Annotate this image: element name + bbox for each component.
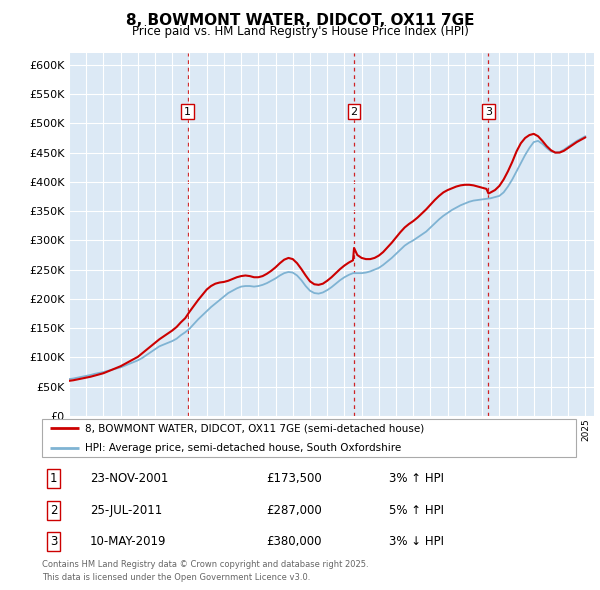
Text: 8, BOWMONT WATER, DIDCOT, OX11 7GE: 8, BOWMONT WATER, DIDCOT, OX11 7GE [126, 13, 474, 28]
Text: 23-NOV-2001: 23-NOV-2001 [90, 472, 169, 486]
Text: 2: 2 [350, 107, 358, 117]
Text: 3% ↓ HPI: 3% ↓ HPI [389, 535, 444, 548]
Text: HPI: Average price, semi-detached house, South Oxfordshire: HPI: Average price, semi-detached house,… [85, 442, 401, 453]
Text: 2: 2 [50, 503, 58, 517]
Text: 5% ↑ HPI: 5% ↑ HPI [389, 503, 444, 517]
Text: 10-MAY-2019: 10-MAY-2019 [90, 535, 167, 548]
Text: £173,500: £173,500 [266, 472, 322, 486]
Text: This data is licensed under the Open Government Licence v3.0.: This data is licensed under the Open Gov… [42, 573, 310, 582]
Text: 25-JUL-2011: 25-JUL-2011 [90, 503, 163, 517]
Text: £287,000: £287,000 [266, 503, 322, 517]
Text: Contains HM Land Registry data © Crown copyright and database right 2025.: Contains HM Land Registry data © Crown c… [42, 560, 368, 569]
Text: 3: 3 [50, 535, 58, 548]
Text: 1: 1 [184, 107, 191, 117]
Text: Price paid vs. HM Land Registry's House Price Index (HPI): Price paid vs. HM Land Registry's House … [131, 25, 469, 38]
Text: £380,000: £380,000 [266, 535, 322, 548]
Text: 3% ↑ HPI: 3% ↑ HPI [389, 472, 444, 486]
FancyBboxPatch shape [42, 419, 576, 457]
Text: 1: 1 [50, 472, 58, 486]
Text: 3: 3 [485, 107, 492, 117]
Text: 8, BOWMONT WATER, DIDCOT, OX11 7GE (semi-detached house): 8, BOWMONT WATER, DIDCOT, OX11 7GE (semi… [85, 424, 424, 434]
